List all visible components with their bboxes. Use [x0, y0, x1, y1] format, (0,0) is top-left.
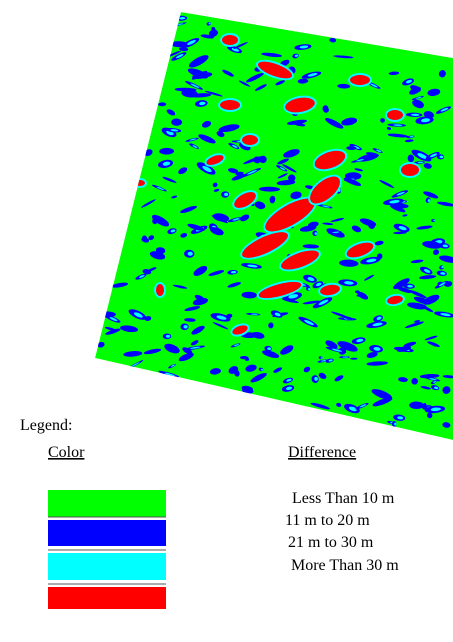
- color-header: Color: [48, 444, 85, 461]
- difference-label: 21 m to 30 m: [288, 534, 374, 551]
- difference-label: 11 m to 20 m: [285, 512, 370, 529]
- red-patch: [387, 110, 403, 120]
- red-patch: [156, 284, 164, 296]
- color-swatch: [48, 490, 166, 517]
- map-figure: Legend: Color Difference Less Than 10 m 1…: [0, 0, 453, 637]
- legend: Less Than 10 m 11 m to 20 m 21 m to 30 m Mo…: [48, 490, 399, 609]
- blue-patch: [350, 358, 358, 360]
- red-patch: [350, 75, 370, 85]
- difference-label: More Than 30 m: [291, 557, 399, 574]
- difference-map: [95, 12, 453, 440]
- difference-header: Difference: [288, 444, 356, 461]
- red-patch: [222, 35, 238, 45]
- page: Legend: Color Difference Less Than 10 m 1…: [0, 0, 453, 637]
- red-patch: [242, 135, 258, 145]
- red-patch: [135, 180, 145, 186]
- color-swatch: [48, 553, 166, 580]
- color-swatch: [48, 587, 166, 609]
- color-swatch: [48, 520, 166, 546]
- difference-label: Less Than 10 m: [292, 490, 395, 507]
- legend-title: Legend:: [20, 417, 72, 434]
- red-patch: [401, 164, 419, 176]
- red-patch: [220, 100, 240, 110]
- cyan-patch: [394, 422, 396, 425]
